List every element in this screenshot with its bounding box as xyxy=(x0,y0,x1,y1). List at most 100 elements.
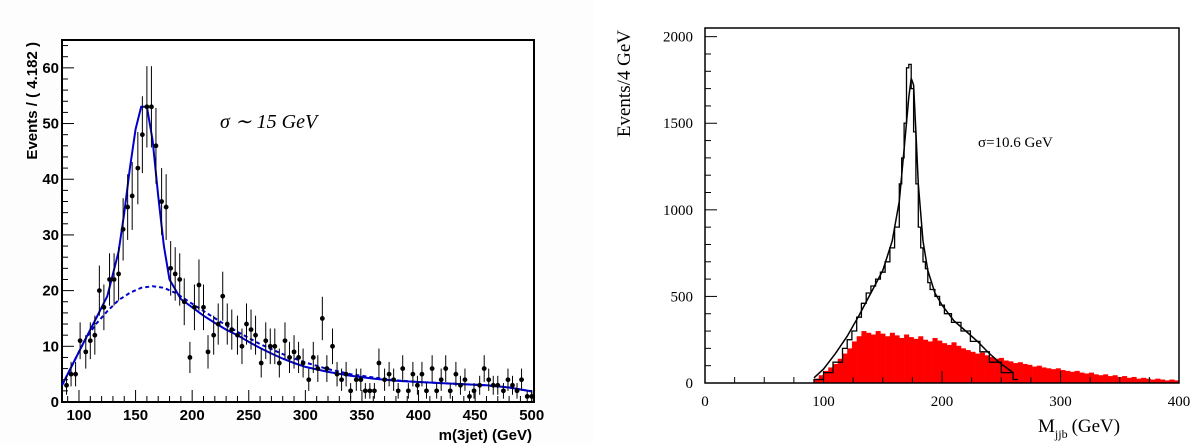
right-background-bar xyxy=(889,332,895,383)
left-data-point xyxy=(139,132,145,138)
left-data-point xyxy=(519,377,524,383)
right-background-bar xyxy=(861,331,867,383)
right-background-bar xyxy=(1022,363,1028,383)
right-background-bar xyxy=(814,378,820,383)
right-background-bar xyxy=(832,363,839,383)
right-background-bar xyxy=(960,348,966,383)
right-fit-curve xyxy=(813,77,1014,379)
right-background-bar xyxy=(994,358,1000,383)
left-data-point xyxy=(125,204,131,210)
right-background-bar xyxy=(970,351,976,383)
left-y-tick-label: 30 xyxy=(42,227,59,244)
left-data-point xyxy=(447,388,453,394)
right-background-bar xyxy=(842,353,848,383)
left-data-point xyxy=(319,316,325,321)
right-background-bar xyxy=(937,340,943,383)
left-chart: 100 150 200 250 300 350 400 450 500 0 10 20 30 40 50 60… xyxy=(0,0,594,443)
left-y-axis-label: Events / ( 4.182 ) xyxy=(24,42,41,160)
left-data-point xyxy=(405,388,411,394)
left-data-point xyxy=(68,371,74,377)
right-background-bar xyxy=(975,353,981,383)
right-x-tick-label: 300 xyxy=(1049,394,1072,410)
right-plot-area xyxy=(813,63,1180,383)
left-y-tick-label: 60 xyxy=(42,60,59,77)
left-data-point xyxy=(201,304,206,310)
right-background-bar xyxy=(894,335,900,383)
left-data-point xyxy=(224,321,230,327)
right-chart: 0 100 200 300 400 0 500 1000 1500 2000 σ=10.6 GeV… xyxy=(596,0,1204,443)
right-background-bar xyxy=(1174,380,1180,383)
right-background-bar xyxy=(1145,378,1151,383)
left-x-tick-label: 400 xyxy=(406,407,431,424)
right-background-bar xyxy=(1065,370,1071,383)
right-x-axis-subscript: jjb xyxy=(1054,427,1068,441)
left-data-point xyxy=(83,349,89,355)
left-x-tick-label: 500 xyxy=(519,407,544,424)
right-background-bar xyxy=(1051,369,1057,383)
left-data-point xyxy=(395,388,401,394)
right-background-bar xyxy=(1060,370,1066,383)
left-data-point xyxy=(400,366,406,371)
right-background-bar xyxy=(823,370,829,383)
right-background-bar xyxy=(1103,374,1109,383)
right-background-bar xyxy=(1017,362,1023,383)
left-x-tick-label: 250 xyxy=(236,407,261,424)
left-data-point xyxy=(382,377,387,383)
left-x-tick-label: 350 xyxy=(349,407,374,424)
left-data-point xyxy=(64,382,69,388)
left-data-point xyxy=(244,321,249,327)
left-data-point xyxy=(267,343,273,349)
left-data-point xyxy=(486,377,492,383)
left-data-point xyxy=(272,343,278,349)
left-data-point xyxy=(310,355,316,360)
left-x-tick-label: 200 xyxy=(180,407,205,424)
right-background-bar xyxy=(828,367,834,383)
left-data-point xyxy=(429,366,435,371)
left-data-point xyxy=(343,371,349,377)
right-background-bar xyxy=(1046,368,1052,383)
right-background-bar xyxy=(1055,368,1061,383)
left-data-point xyxy=(324,366,330,371)
right-background-bar xyxy=(1093,374,1099,383)
left-data-point xyxy=(239,343,245,349)
right-background-bar xyxy=(923,339,929,383)
left-data-point xyxy=(276,360,282,366)
right-background-bar xyxy=(899,337,905,383)
left-data-point xyxy=(144,104,150,110)
right-background-bar xyxy=(927,341,933,383)
left-data-point xyxy=(490,382,496,388)
right-background-bar xyxy=(1126,377,1132,383)
right-y-tick-label: 1500 xyxy=(663,116,693,132)
left-data-point xyxy=(453,371,459,377)
right-background-bar xyxy=(1169,379,1175,383)
left-data-point xyxy=(107,277,112,282)
right-background-bar xyxy=(942,343,948,383)
right-background-bar xyxy=(1079,372,1085,383)
left-data-point xyxy=(187,355,193,360)
left-data-point xyxy=(348,388,354,394)
right-background-bar xyxy=(908,337,914,383)
left-data-point xyxy=(153,143,159,149)
left-data-point xyxy=(334,371,340,377)
left-data-points xyxy=(64,66,535,402)
left-data-point xyxy=(458,382,463,388)
left-data-point xyxy=(306,377,312,383)
left-data-point xyxy=(514,388,520,394)
right-background-bar xyxy=(885,336,891,383)
right-x-tick-label: 100 xyxy=(812,394,835,410)
left-data-point xyxy=(149,104,154,110)
left-plot-frame xyxy=(61,39,535,403)
right-background-bar xyxy=(856,336,862,383)
right-background-bar xyxy=(851,341,857,383)
left-total-fit-curve xyxy=(61,105,532,393)
left-data-point xyxy=(419,371,425,377)
left-data-point xyxy=(229,327,235,332)
right-background-bar xyxy=(989,357,995,383)
right-background-bar xyxy=(1131,376,1137,383)
left-data-point xyxy=(462,377,468,383)
left-data-point xyxy=(510,382,515,388)
left-data-point xyxy=(443,366,449,371)
left-data-point xyxy=(495,382,501,388)
left-x-tick-label: 100 xyxy=(66,407,91,424)
